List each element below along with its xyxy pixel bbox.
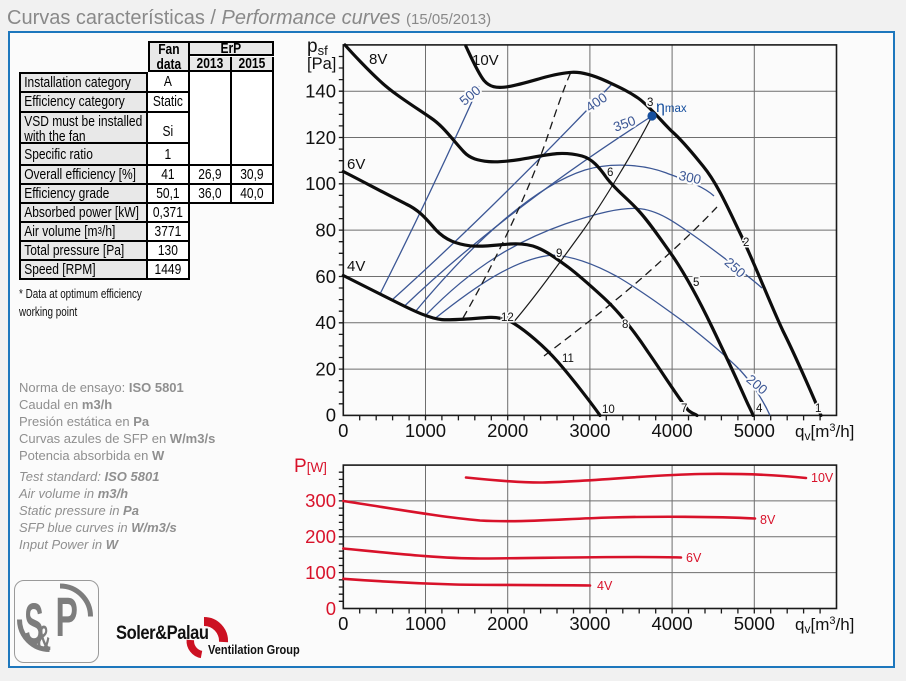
svg-text:4000: 4000 xyxy=(652,613,693,634)
svg-text:8: 8 xyxy=(622,319,628,331)
svg-text:10: 10 xyxy=(602,404,615,416)
svg-text:P[W]: P[W] xyxy=(294,456,327,477)
svg-text:6V: 6V xyxy=(686,551,702,565)
svg-text:4V: 4V xyxy=(597,579,613,593)
svg-text:10V: 10V xyxy=(811,471,834,485)
svg-text:6: 6 xyxy=(607,167,613,179)
svg-text:S: S xyxy=(24,591,43,657)
svg-text:5000: 5000 xyxy=(734,420,775,441)
svg-text:300: 300 xyxy=(305,490,336,511)
svg-text:[Pa]: [Pa] xyxy=(307,55,336,73)
svg-text:1000: 1000 xyxy=(405,420,446,441)
svg-text:10V: 10V xyxy=(472,52,499,69)
svg-text:100: 100 xyxy=(305,173,336,194)
svg-text:4000: 4000 xyxy=(652,420,693,441)
svg-text:&: & xyxy=(37,618,51,658)
svg-text:1000: 1000 xyxy=(405,613,446,634)
svg-text:20: 20 xyxy=(315,358,336,379)
svg-text:4V: 4V xyxy=(347,258,365,275)
svg-text:100: 100 xyxy=(305,562,336,583)
svg-text:9: 9 xyxy=(556,248,562,260)
svg-text:5: 5 xyxy=(693,277,699,289)
svg-text:P: P xyxy=(56,585,78,648)
svg-text:4: 4 xyxy=(756,403,763,415)
svg-text:1: 1 xyxy=(815,403,821,415)
svg-text:ηmax: ηmax xyxy=(656,99,687,116)
svg-text:3000: 3000 xyxy=(569,613,610,634)
svg-text:140: 140 xyxy=(305,81,336,102)
svg-text:6V: 6V xyxy=(347,156,365,173)
svg-text:0: 0 xyxy=(338,613,348,634)
svg-text:qv[m3/h]: qv[m3/h] xyxy=(795,615,854,636)
svg-text:60: 60 xyxy=(315,266,336,287)
svg-text:40: 40 xyxy=(315,312,336,333)
svg-text:2000: 2000 xyxy=(487,420,528,441)
svg-text:200: 200 xyxy=(743,372,770,398)
svg-text:11: 11 xyxy=(562,353,574,365)
svg-text:2: 2 xyxy=(743,237,749,249)
svg-text:0: 0 xyxy=(326,598,336,619)
svg-text:7: 7 xyxy=(681,403,687,415)
svg-text:12: 12 xyxy=(501,312,514,324)
svg-text:500: 500 xyxy=(457,83,484,109)
svg-text:0: 0 xyxy=(326,405,336,426)
svg-text:3000: 3000 xyxy=(569,420,610,441)
svg-text:8V: 8V xyxy=(760,513,776,527)
svg-text:qv[m3/h]: qv[m3/h] xyxy=(795,422,854,443)
svg-text:80: 80 xyxy=(315,219,336,240)
svg-text:8V: 8V xyxy=(369,51,387,68)
svg-text:300: 300 xyxy=(677,168,702,187)
svg-text:2000: 2000 xyxy=(487,613,528,634)
svg-text:3: 3 xyxy=(647,97,653,109)
svg-text:350: 350 xyxy=(611,113,637,135)
svg-text:120: 120 xyxy=(305,127,336,148)
svg-text:400: 400 xyxy=(583,90,610,115)
svg-text:200: 200 xyxy=(305,526,336,547)
svg-text:0: 0 xyxy=(338,420,348,441)
svg-text:5000: 5000 xyxy=(734,613,775,634)
